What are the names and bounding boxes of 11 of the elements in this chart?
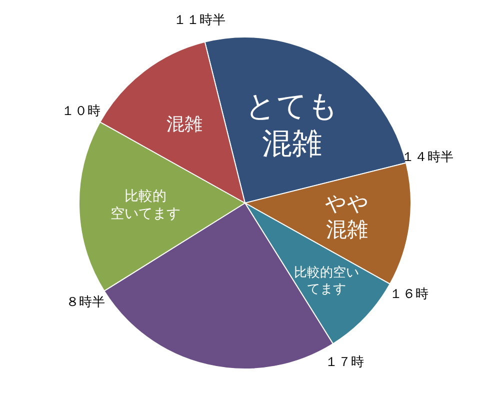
text: １１時半 xyxy=(174,13,226,28)
slice-label: とても混雑 xyxy=(246,88,339,161)
text: １６時 xyxy=(390,287,429,302)
slice-label: 比較的空いてます xyxy=(294,265,360,296)
slice-label: 混雑 xyxy=(166,113,203,134)
text: １７時 xyxy=(325,354,364,370)
text: １４時半 xyxy=(401,150,454,166)
text: １０時 xyxy=(61,104,100,119)
text: ８時半 xyxy=(66,295,106,310)
slice-label: 比較的空いてます xyxy=(110,188,180,222)
slice-label: やや混雑 xyxy=(325,191,370,242)
